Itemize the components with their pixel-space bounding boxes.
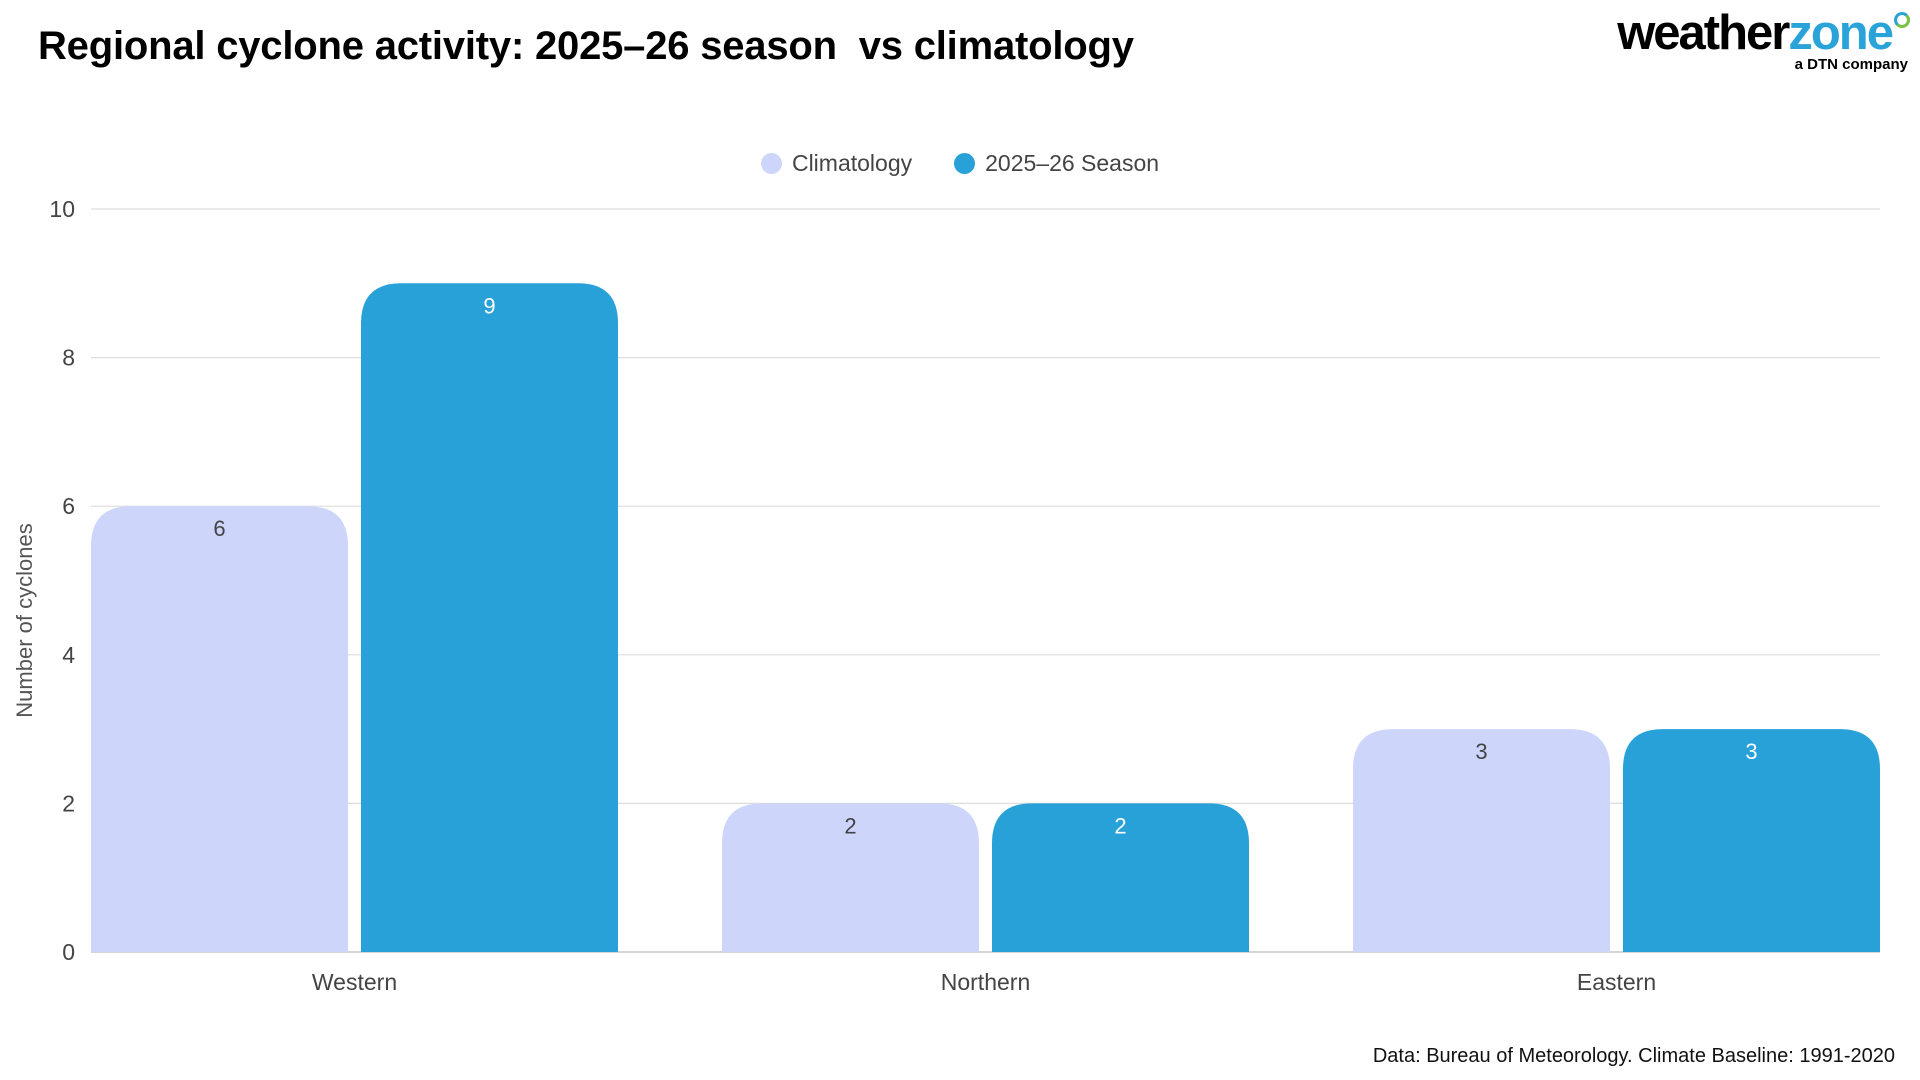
legend-swatch-climatology: [760, 153, 782, 174]
logo-tagline: a DTN company: [1794, 56, 1908, 73]
y-tick-label: 6: [62, 493, 75, 519]
legend-swatch-season: [954, 153, 976, 174]
legend-label-climatology: Climatology: [791, 150, 913, 176]
legend-item-season: 2025–26 Season: [954, 150, 1159, 177]
bar-value-label: 9: [483, 293, 495, 318]
logo-word-zone: zone: [1788, 6, 1894, 60]
logo-word-weather: weather: [1617, 6, 1790, 60]
weatherzone-logo: weatherzone a DTN company: [1617, 8, 1910, 73]
bar-value-label: 6: [213, 516, 225, 541]
y-tick-label: 4: [62, 642, 75, 668]
y-tick-label: 2: [62, 790, 75, 816]
y-tick-label: 10: [49, 196, 75, 222]
x-tick-label: Western: [312, 969, 397, 995]
chart-title: Regional cyclone activity: 2025–26 seaso…: [38, 24, 1134, 68]
bar: [361, 283, 618, 952]
bar-value-label: 2: [1114, 813, 1126, 838]
bar: [722, 803, 979, 952]
bar: [91, 506, 348, 952]
legend-item-climatology: Climatology: [760, 150, 913, 177]
y-tick-label: 8: [62, 345, 75, 371]
legend-label-season: 2025–26 Season: [985, 150, 1160, 176]
bar-value-label: 3: [1745, 739, 1757, 764]
bar: [992, 803, 1249, 952]
chart-legend: Climatology 2025–26 Season: [0, 150, 1920, 177]
bar: [1353, 729, 1610, 952]
bar-value-label: 2: [844, 813, 856, 838]
y-axis-title: Number of cyclones: [12, 523, 37, 717]
x-tick-label: Northern: [941, 969, 1030, 995]
bar-value-label: 3: [1475, 739, 1487, 764]
logo-ring-icon: [1894, 12, 1910, 28]
bar: [1623, 729, 1880, 952]
x-tick-label: Eastern: [1577, 969, 1656, 995]
source-note: Data: Bureau of Meteorology. Climate Bas…: [1372, 1045, 1895, 1067]
y-tick-label: 0: [62, 939, 75, 965]
